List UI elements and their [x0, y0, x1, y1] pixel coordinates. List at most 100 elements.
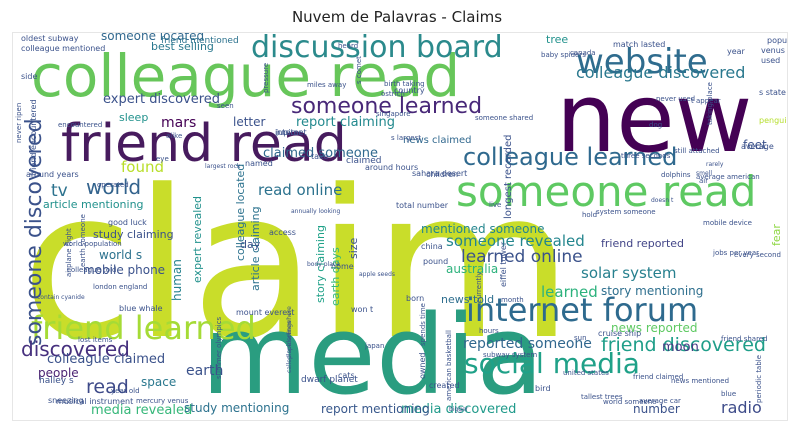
word-take: take: [311, 152, 328, 161]
word-hold: hold: [582, 211, 597, 219]
word-news-told: news told: [441, 293, 494, 306]
word-media-revealed: media revealed: [91, 403, 192, 418]
word-s-largest: s largest: [391, 134, 421, 142]
word-year-old: year old: [111, 387, 140, 395]
word-dwarf-planet: dwarf planet: [301, 375, 358, 385]
word-friend-claimed: friend claimed: [633, 373, 683, 381]
word-airplane-flight: airplane flight: [65, 228, 73, 277]
word-friend-learned: friend learned: [31, 309, 256, 347]
word-rarely: rarely: [706, 161, 724, 168]
word-best-selling: best selling: [151, 40, 214, 53]
word-someone-read: someone read: [456, 167, 756, 216]
chart-title: Nuvem de Palavras - Claims: [291, 8, 503, 26]
word-human: human: [170, 259, 184, 301]
word-three-seconds: three seconds: [621, 152, 671, 160]
word-oldest-subway: oldest subway: [21, 34, 79, 43]
word-ostrich: ostrich: [381, 90, 405, 98]
word-friend-read: friend read: [61, 114, 347, 174]
word-article-mentioning: article mentioning: [43, 198, 144, 211]
word-system-someone: system someone: [596, 208, 656, 216]
word-colleague-claimed: colleague claimed: [47, 352, 165, 367]
word-average-american: average american: [696, 173, 760, 181]
word-month: month: [501, 296, 524, 304]
word-someone-revealed: someone revealed: [446, 232, 585, 250]
word-apple-seeds: apple seeds: [359, 271, 395, 278]
word-claim: claim: [21, 147, 573, 385]
word-born: born: [406, 294, 424, 303]
word-place-somewhere: place somewhere: [286, 306, 293, 359]
word-colleague-mentioned: colleague mentioned: [21, 44, 105, 53]
word-letter: letter: [233, 115, 266, 129]
word-new: new: [556, 64, 752, 174]
word-eiffel-tower: eiffel tower: [499, 241, 508, 287]
word-someone-shared: someone shared: [475, 114, 533, 122]
word-mobile-device: mobile device: [703, 219, 752, 227]
word-london-england: london england: [93, 283, 147, 291]
word-eye: eye: [156, 155, 169, 163]
word-home: home: [331, 262, 354, 271]
word-owned: owned: [418, 352, 427, 379]
word-reported-someone: reported someone: [463, 336, 592, 352]
word-year: year: [727, 47, 746, 56]
word-called-spiderlings: called spiderlings: [286, 321, 293, 373]
word-internet-forum: internet forum: [466, 291, 698, 329]
word-story-mentioning: story mentioning: [601, 284, 703, 298]
word-friend-encountered: friend encountered: [29, 99, 38, 176]
word-contain-cyanide: contain cyanide: [37, 294, 85, 301]
word-t-appear: t appear: [691, 97, 721, 105]
word-read-online: read online: [258, 181, 342, 199]
word-longest-recorded: longest recorded: [503, 135, 514, 220]
word-earth-someone: earth someone: [79, 214, 87, 267]
word-jobs-per-year: jobs per year: [712, 249, 759, 257]
word-study-claiming: study claiming: [93, 228, 174, 241]
word-bird: bird: [535, 384, 551, 393]
word-never-ripen: never ripen: [15, 103, 23, 143]
word-sleep: sleep: [119, 111, 148, 124]
word-learned: learned: [541, 283, 598, 301]
word-cats: cats: [338, 371, 355, 380]
word-moon: moon: [662, 340, 699, 355]
word-birth-taking: birth taking: [384, 80, 425, 88]
word-encountered: encountered: [58, 121, 102, 129]
word-canada: canada: [570, 49, 596, 57]
word-largest-rock: largest rock: [205, 163, 241, 170]
word-mars: mars: [161, 115, 196, 131]
word-feet: feet: [743, 138, 767, 152]
word-tree: tree: [546, 33, 568, 46]
word-american-basketball: american basketball: [445, 330, 453, 401]
word-claimed-someone: claimed someone: [263, 146, 378, 161]
word-total-number: total number: [396, 201, 449, 210]
word-heard: heard: [338, 42, 358, 50]
word-world: world: [86, 175, 141, 199]
word-friend-reported: friend reported: [601, 237, 684, 250]
word-colleague-told: colleague told: [67, 266, 116, 274]
word-never-used: never used: [656, 95, 695, 103]
word-used: used: [761, 56, 780, 65]
word-s-comet: s comet: [355, 56, 363, 84]
word-jupiter: jupiter: [275, 128, 303, 137]
word-china: china: [421, 242, 443, 251]
word-friend-shared: friend shared: [721, 335, 768, 343]
word-dolphins: dolphins: [661, 171, 691, 179]
word-mobile-phone: mobile phone: [83, 263, 165, 277]
word-colleague-located: colleague located: [234, 164, 247, 261]
word-country: country: [394, 86, 425, 95]
word-japan: japan: [364, 342, 384, 350]
word-article-claiming: article claiming: [249, 206, 262, 291]
word-access: access: [269, 228, 296, 237]
word-mentioned-someone: mentioned someone: [421, 222, 544, 236]
word-expert-revealed: expert revealed: [191, 196, 204, 283]
word-taking-place: taking place: [706, 82, 714, 125]
word-cloud: claim media new colleague read friend read so…: [12, 32, 788, 421]
word-friend-discovered: friend discovered: [601, 334, 766, 356]
word-blue-whale: blue whale: [119, 304, 163, 313]
word-world-population: world population: [63, 240, 122, 248]
word-named: named: [245, 159, 273, 168]
word-currently: currently: [475, 272, 483, 303]
word-discussion-board: discussion board: [251, 33, 503, 65]
word-learned-online: learned online: [461, 247, 583, 267]
word-average-car: average car: [639, 397, 681, 405]
word-tv: tv: [51, 181, 68, 201]
word-penguins: penguins: [759, 116, 787, 125]
